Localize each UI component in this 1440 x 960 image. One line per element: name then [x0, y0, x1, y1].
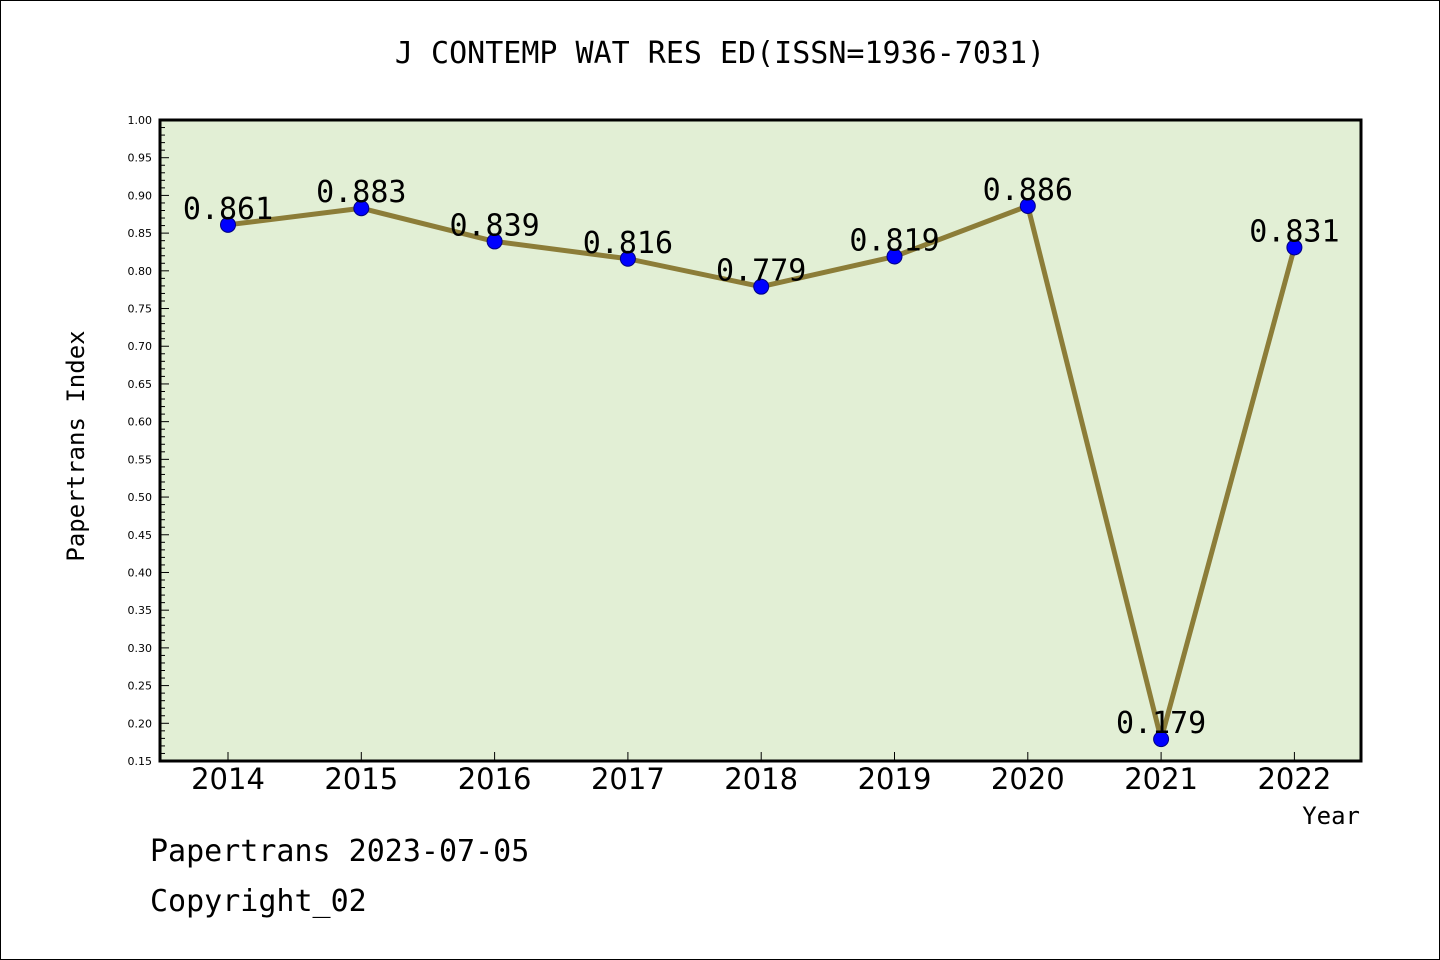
- data-label: 0.816: [583, 226, 673, 261]
- data-point: [353, 200, 370, 217]
- y-tick-label: 0.50: [128, 491, 153, 504]
- data-point: [753, 278, 770, 295]
- x-axis-label: Year: [1302, 802, 1360, 830]
- data-point: [1286, 239, 1303, 256]
- y-tick-label: 0.15: [128, 755, 153, 768]
- x-tick-label: 2015: [324, 762, 398, 796]
- y-tick-label: 0.80: [128, 265, 153, 278]
- x-tick-label: 2017: [591, 762, 665, 796]
- x-tick-label: 2021: [1124, 762, 1198, 796]
- y-tick-label: 0.60: [128, 416, 153, 429]
- data-point: [619, 250, 636, 267]
- x-tick-label: 2014: [191, 762, 265, 796]
- y-tick-label: 0.35: [128, 604, 153, 617]
- chart-title: J CONTEMP WAT RES ED(ISSN=1936-7031): [394, 36, 1046, 71]
- y-tick-label: 0.95: [128, 152, 153, 165]
- data-label: 0.819: [849, 223, 939, 258]
- plot-area: [160, 120, 1361, 761]
- y-tick-label: 0.30: [128, 642, 153, 655]
- data-point: [1019, 197, 1036, 214]
- y-tick-label: 0.40: [128, 566, 153, 579]
- y-tick-label: 0.45: [128, 529, 153, 542]
- data-label: 0.179: [1116, 706, 1206, 741]
- data-label: 0.831: [1249, 214, 1339, 249]
- data-label: 0.779: [716, 254, 806, 289]
- data-point: [1153, 731, 1170, 748]
- data-point: [886, 248, 903, 265]
- y-tick-label: 0.70: [128, 340, 153, 353]
- data-label: 0.886: [983, 173, 1073, 208]
- data-point: [486, 233, 503, 250]
- y-tick-label: 0.25: [128, 680, 153, 693]
- y-tick-label: 0.75: [128, 303, 153, 316]
- footer-date: Papertrans 2023-07-05: [150, 834, 530, 869]
- data-label: 0.883: [316, 175, 406, 210]
- data-label: 0.839: [449, 208, 539, 243]
- plot-border: [158, 118, 1363, 763]
- data-label: 0.861: [183, 192, 273, 227]
- data-point: [220, 216, 236, 233]
- y-tick-label: 0.85: [128, 227, 153, 240]
- y-tick-label: 0.65: [128, 378, 153, 391]
- y-tick-label: 0.55: [128, 453, 153, 466]
- x-tick-label: 2020: [991, 762, 1065, 796]
- y-tick-label: 0.90: [128, 189, 153, 202]
- x-tick-label: 2016: [458, 762, 532, 796]
- footer-copyright: Copyright_02: [150, 884, 367, 919]
- y-tick-label: 0.20: [128, 717, 153, 730]
- x-tick-label: 2019: [858, 762, 932, 796]
- x-tick-label: 2022: [1257, 762, 1331, 796]
- y-tick-label: 1.00: [128, 114, 153, 127]
- x-tick-label: 2018: [724, 762, 798, 796]
